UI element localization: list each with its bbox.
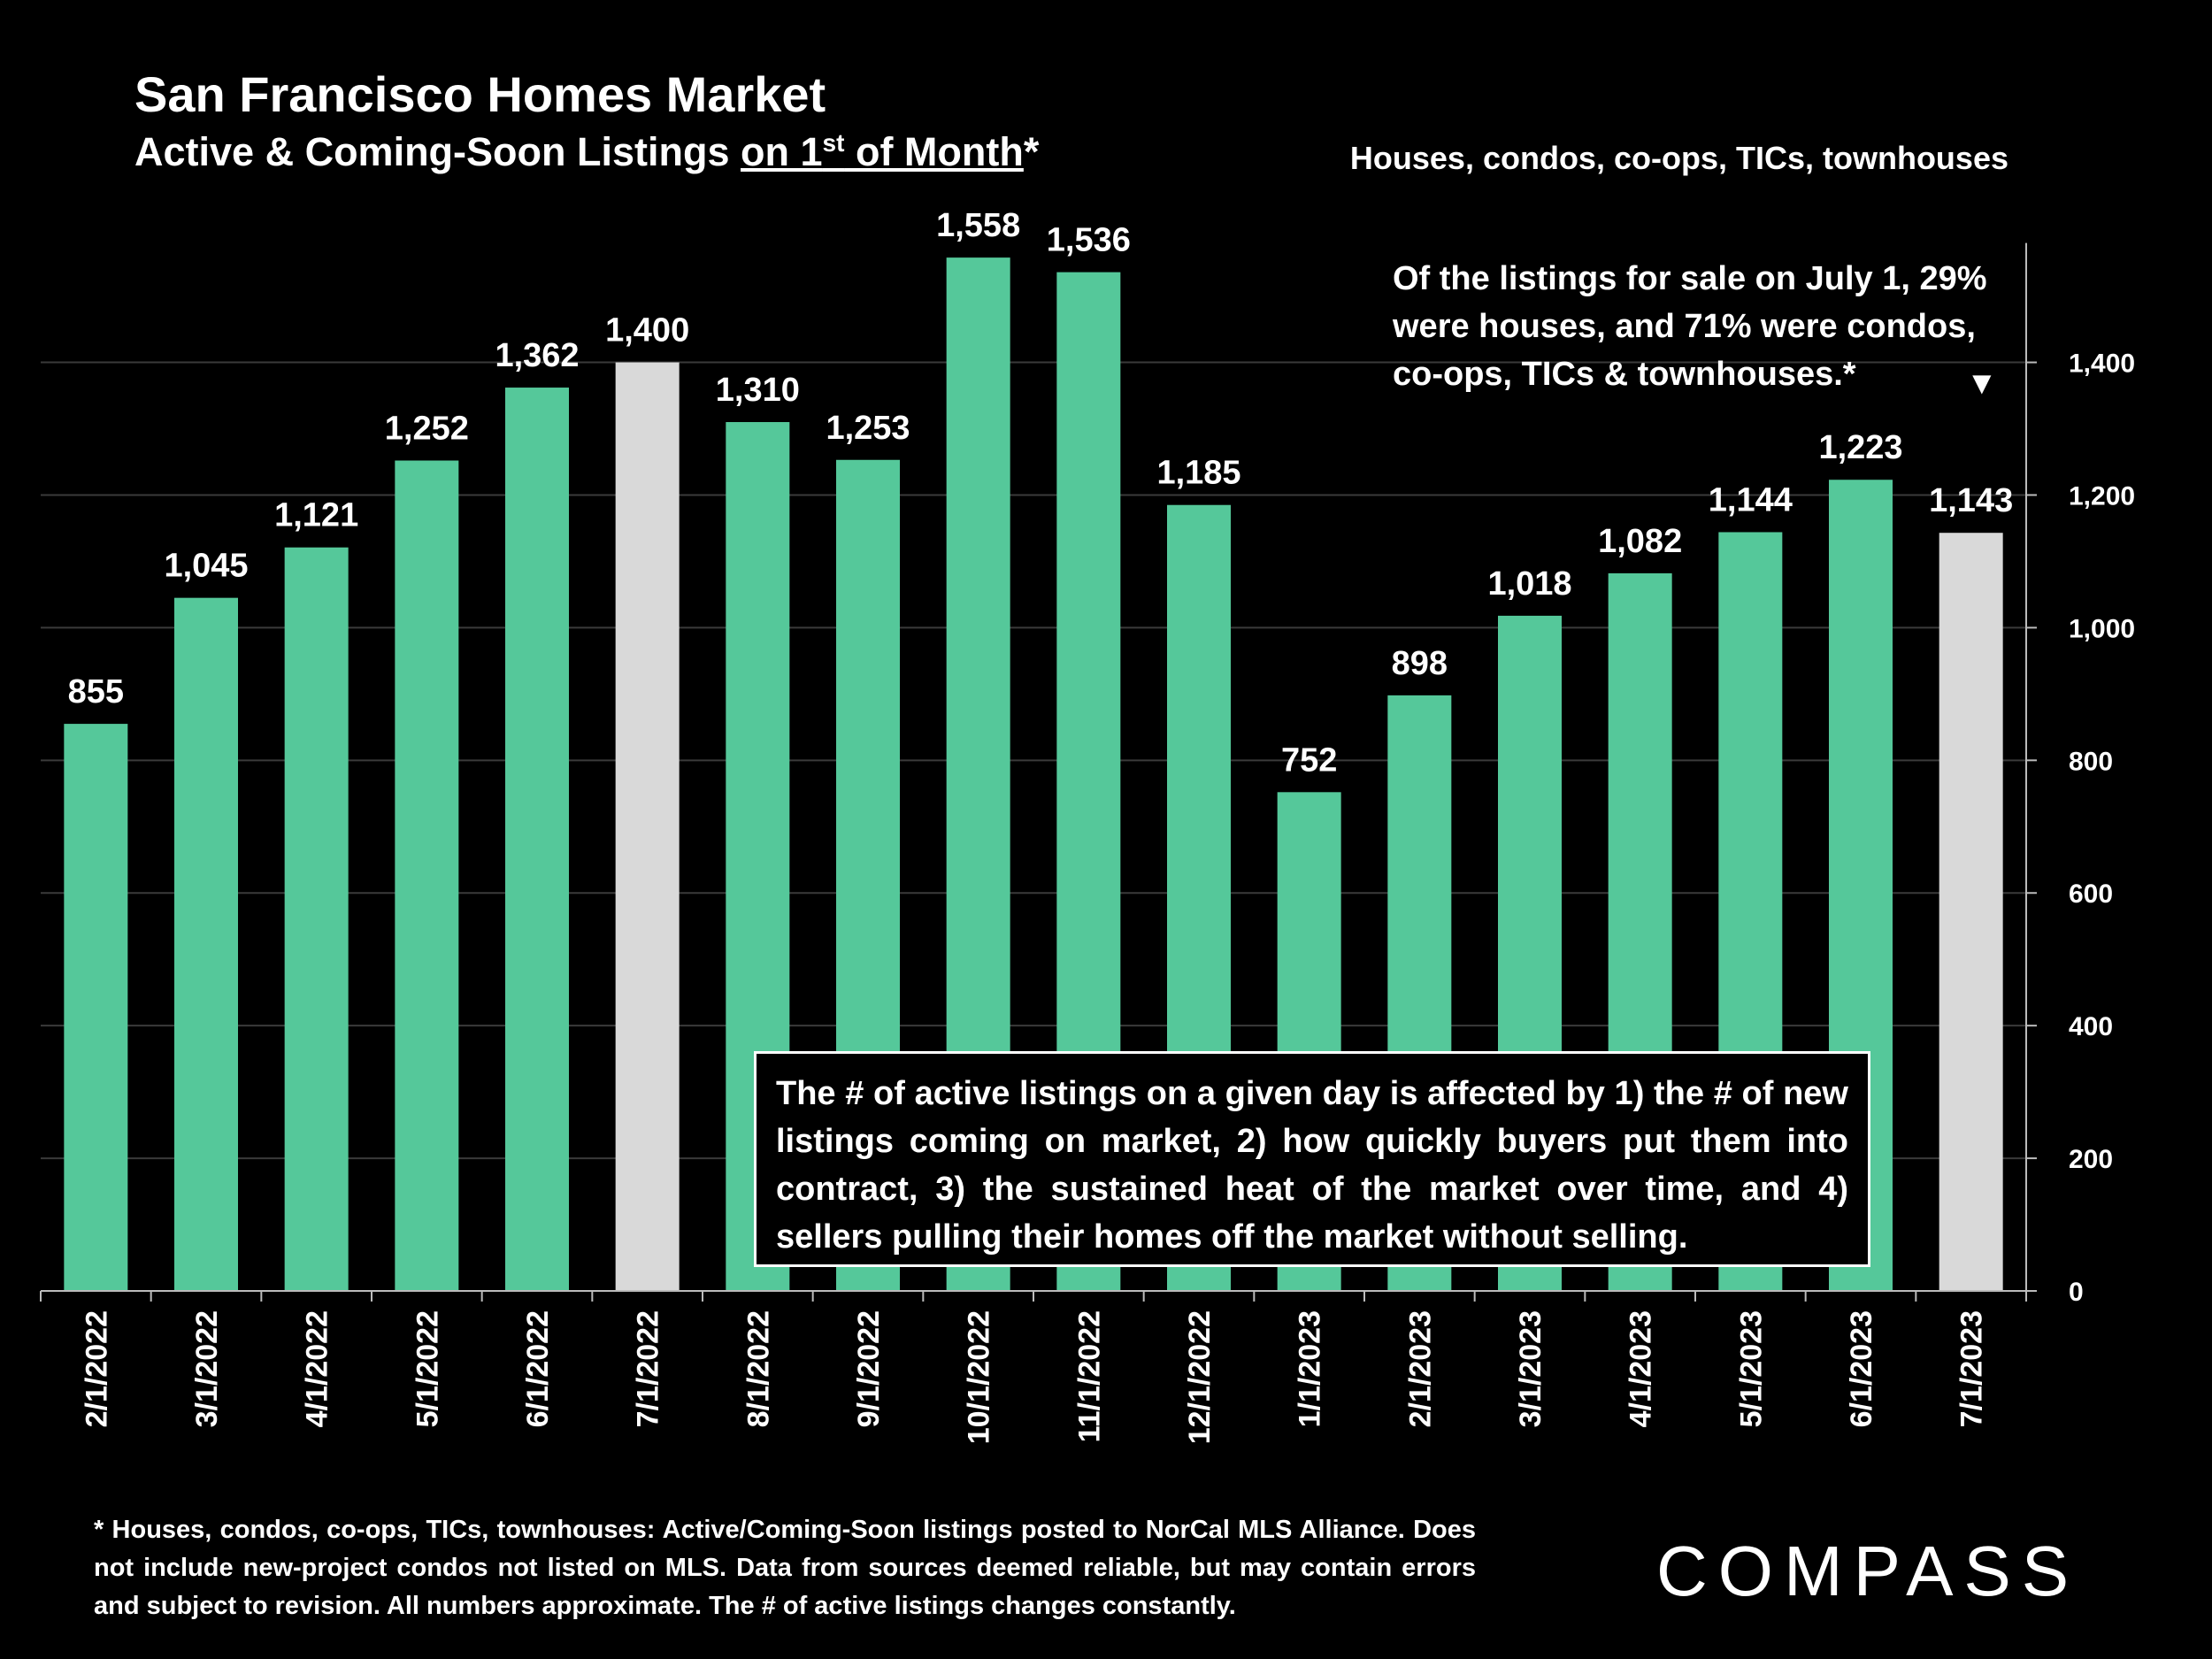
bar bbox=[615, 362, 680, 1291]
bar-value-label: 1,018 bbox=[1487, 565, 1571, 603]
chart-subtitle: Active & Coming-Soon Listings on 1st of … bbox=[134, 129, 1039, 175]
x-tick-label: 3/1/2022 bbox=[190, 1310, 224, 1427]
y-tick-label: 200 bbox=[2069, 1145, 2113, 1174]
x-tick-label: 5/1/2022 bbox=[411, 1310, 444, 1427]
subtitle-underlined-b: of Month bbox=[844, 129, 1024, 174]
subtitle-underlined-a: on 1 bbox=[741, 129, 823, 174]
bar-value-label: 1,253 bbox=[826, 410, 910, 447]
x-tick-label: 7/1/2022 bbox=[632, 1310, 665, 1427]
x-tick-label: 9/1/2022 bbox=[852, 1310, 886, 1427]
y-axis: 0 200 400 600 800 1,000 1,200 1,400 bbox=[2025, 242, 2135, 1307]
bar bbox=[1939, 533, 2003, 1291]
bar-value-label: 1,362 bbox=[495, 337, 579, 374]
x-tick-label: 6/1/2022 bbox=[521, 1310, 555, 1427]
x-tick-label: 7/1/2023 bbox=[1955, 1310, 1989, 1427]
down-triangle-icon: ▼ bbox=[1966, 365, 1998, 401]
x-tick-label: 5/1/2023 bbox=[1734, 1310, 1768, 1427]
bar-value-label: 1,121 bbox=[274, 497, 358, 534]
compass-logo: COMPASS bbox=[1656, 1532, 2080, 1610]
y-tick-label: 600 bbox=[2069, 879, 2113, 909]
x-tick-label: 12/1/2022 bbox=[1183, 1310, 1217, 1444]
bar-value-label: 1,143 bbox=[1929, 482, 2013, 519]
subtitle-superscript: st bbox=[822, 129, 845, 157]
x-tick-label: 3/1/2023 bbox=[1514, 1310, 1548, 1427]
x-tick-label: 4/1/2022 bbox=[301, 1310, 334, 1427]
x-tick-label: 4/1/2023 bbox=[1624, 1310, 1658, 1427]
x-tick-label: 8/1/2022 bbox=[741, 1310, 775, 1427]
y-tick-label: 1,400 bbox=[2069, 349, 2135, 379]
bar-value-labels: 855 1,045 1,121 1,252 1,362 1,400 1,310 1,253 1,… bbox=[68, 207, 2014, 779]
y-tick-label: 800 bbox=[2069, 747, 2113, 776]
bar-value-label: 1,310 bbox=[716, 372, 800, 409]
bar-value-label: 1,185 bbox=[1156, 455, 1240, 492]
y-tick-label: 1,200 bbox=[2069, 481, 2135, 511]
bar-value-label: 1,223 bbox=[1818, 429, 1902, 466]
bar bbox=[505, 388, 569, 1291]
property-mix-note: Of the listings for sale on July 1, 29% … bbox=[1393, 255, 2012, 401]
grid-lines bbox=[41, 361, 2026, 1160]
bar-value-label: 855 bbox=[68, 673, 124, 710]
x-axis: 2/1/2022 3/1/2022 4/1/2022 5/1/2022 6/1/2022… bbox=[40, 1290, 2027, 1444]
y-tick-label: 0 bbox=[2069, 1278, 2084, 1307]
y-tick-label: 1,000 bbox=[2069, 614, 2135, 643]
bar-value-label: 752 bbox=[1281, 741, 1337, 779]
bar-value-label: 1,252 bbox=[385, 411, 469, 448]
subtitle-prefix: Active & Coming-Soon Listings bbox=[134, 129, 741, 174]
x-tick-label: 2/1/2023 bbox=[1403, 1310, 1437, 1427]
subtitle-asterisk: * bbox=[1023, 129, 1040, 174]
subtitle-underlined: on 1st of Month bbox=[741, 129, 1024, 174]
x-tick-label: 6/1/2023 bbox=[1845, 1310, 1878, 1427]
x-tick-label: 1/1/2023 bbox=[1294, 1310, 1327, 1427]
bar-value-label: 1,045 bbox=[164, 548, 248, 585]
bar-value-label: 1,400 bbox=[605, 312, 689, 349]
bar bbox=[395, 460, 459, 1291]
bar-value-label: 1,144 bbox=[1709, 481, 1793, 518]
page-title: San Francisco Homes Market bbox=[134, 66, 826, 122]
y-tick-label: 400 bbox=[2069, 1012, 2113, 1041]
bar-value-label: 898 bbox=[1392, 645, 1448, 682]
bar-value-label: 1,558 bbox=[936, 207, 1020, 244]
x-tick-label: 2/1/2022 bbox=[80, 1310, 113, 1427]
listings-explanation-box: The # of active listings on a given day … bbox=[754, 1051, 1870, 1267]
x-tick-label: 10/1/2022 bbox=[963, 1310, 996, 1444]
x-tick-label: 11/1/2022 bbox=[1072, 1310, 1106, 1442]
bar bbox=[284, 547, 349, 1291]
bar bbox=[174, 597, 238, 1291]
footnote: * Houses, condos, co-ops, TICs, townhous… bbox=[94, 1516, 1476, 1620]
bar bbox=[64, 724, 128, 1291]
property-scope-label: Houses, condos, co-ops, TICs, townhouses bbox=[1349, 140, 2008, 176]
bar-value-label: 1,082 bbox=[1598, 523, 1682, 560]
property-mix-note-text: Of the listings for sale on July 1, 29% … bbox=[1393, 260, 1987, 393]
bar-value-label: 1,536 bbox=[1047, 222, 1131, 259]
